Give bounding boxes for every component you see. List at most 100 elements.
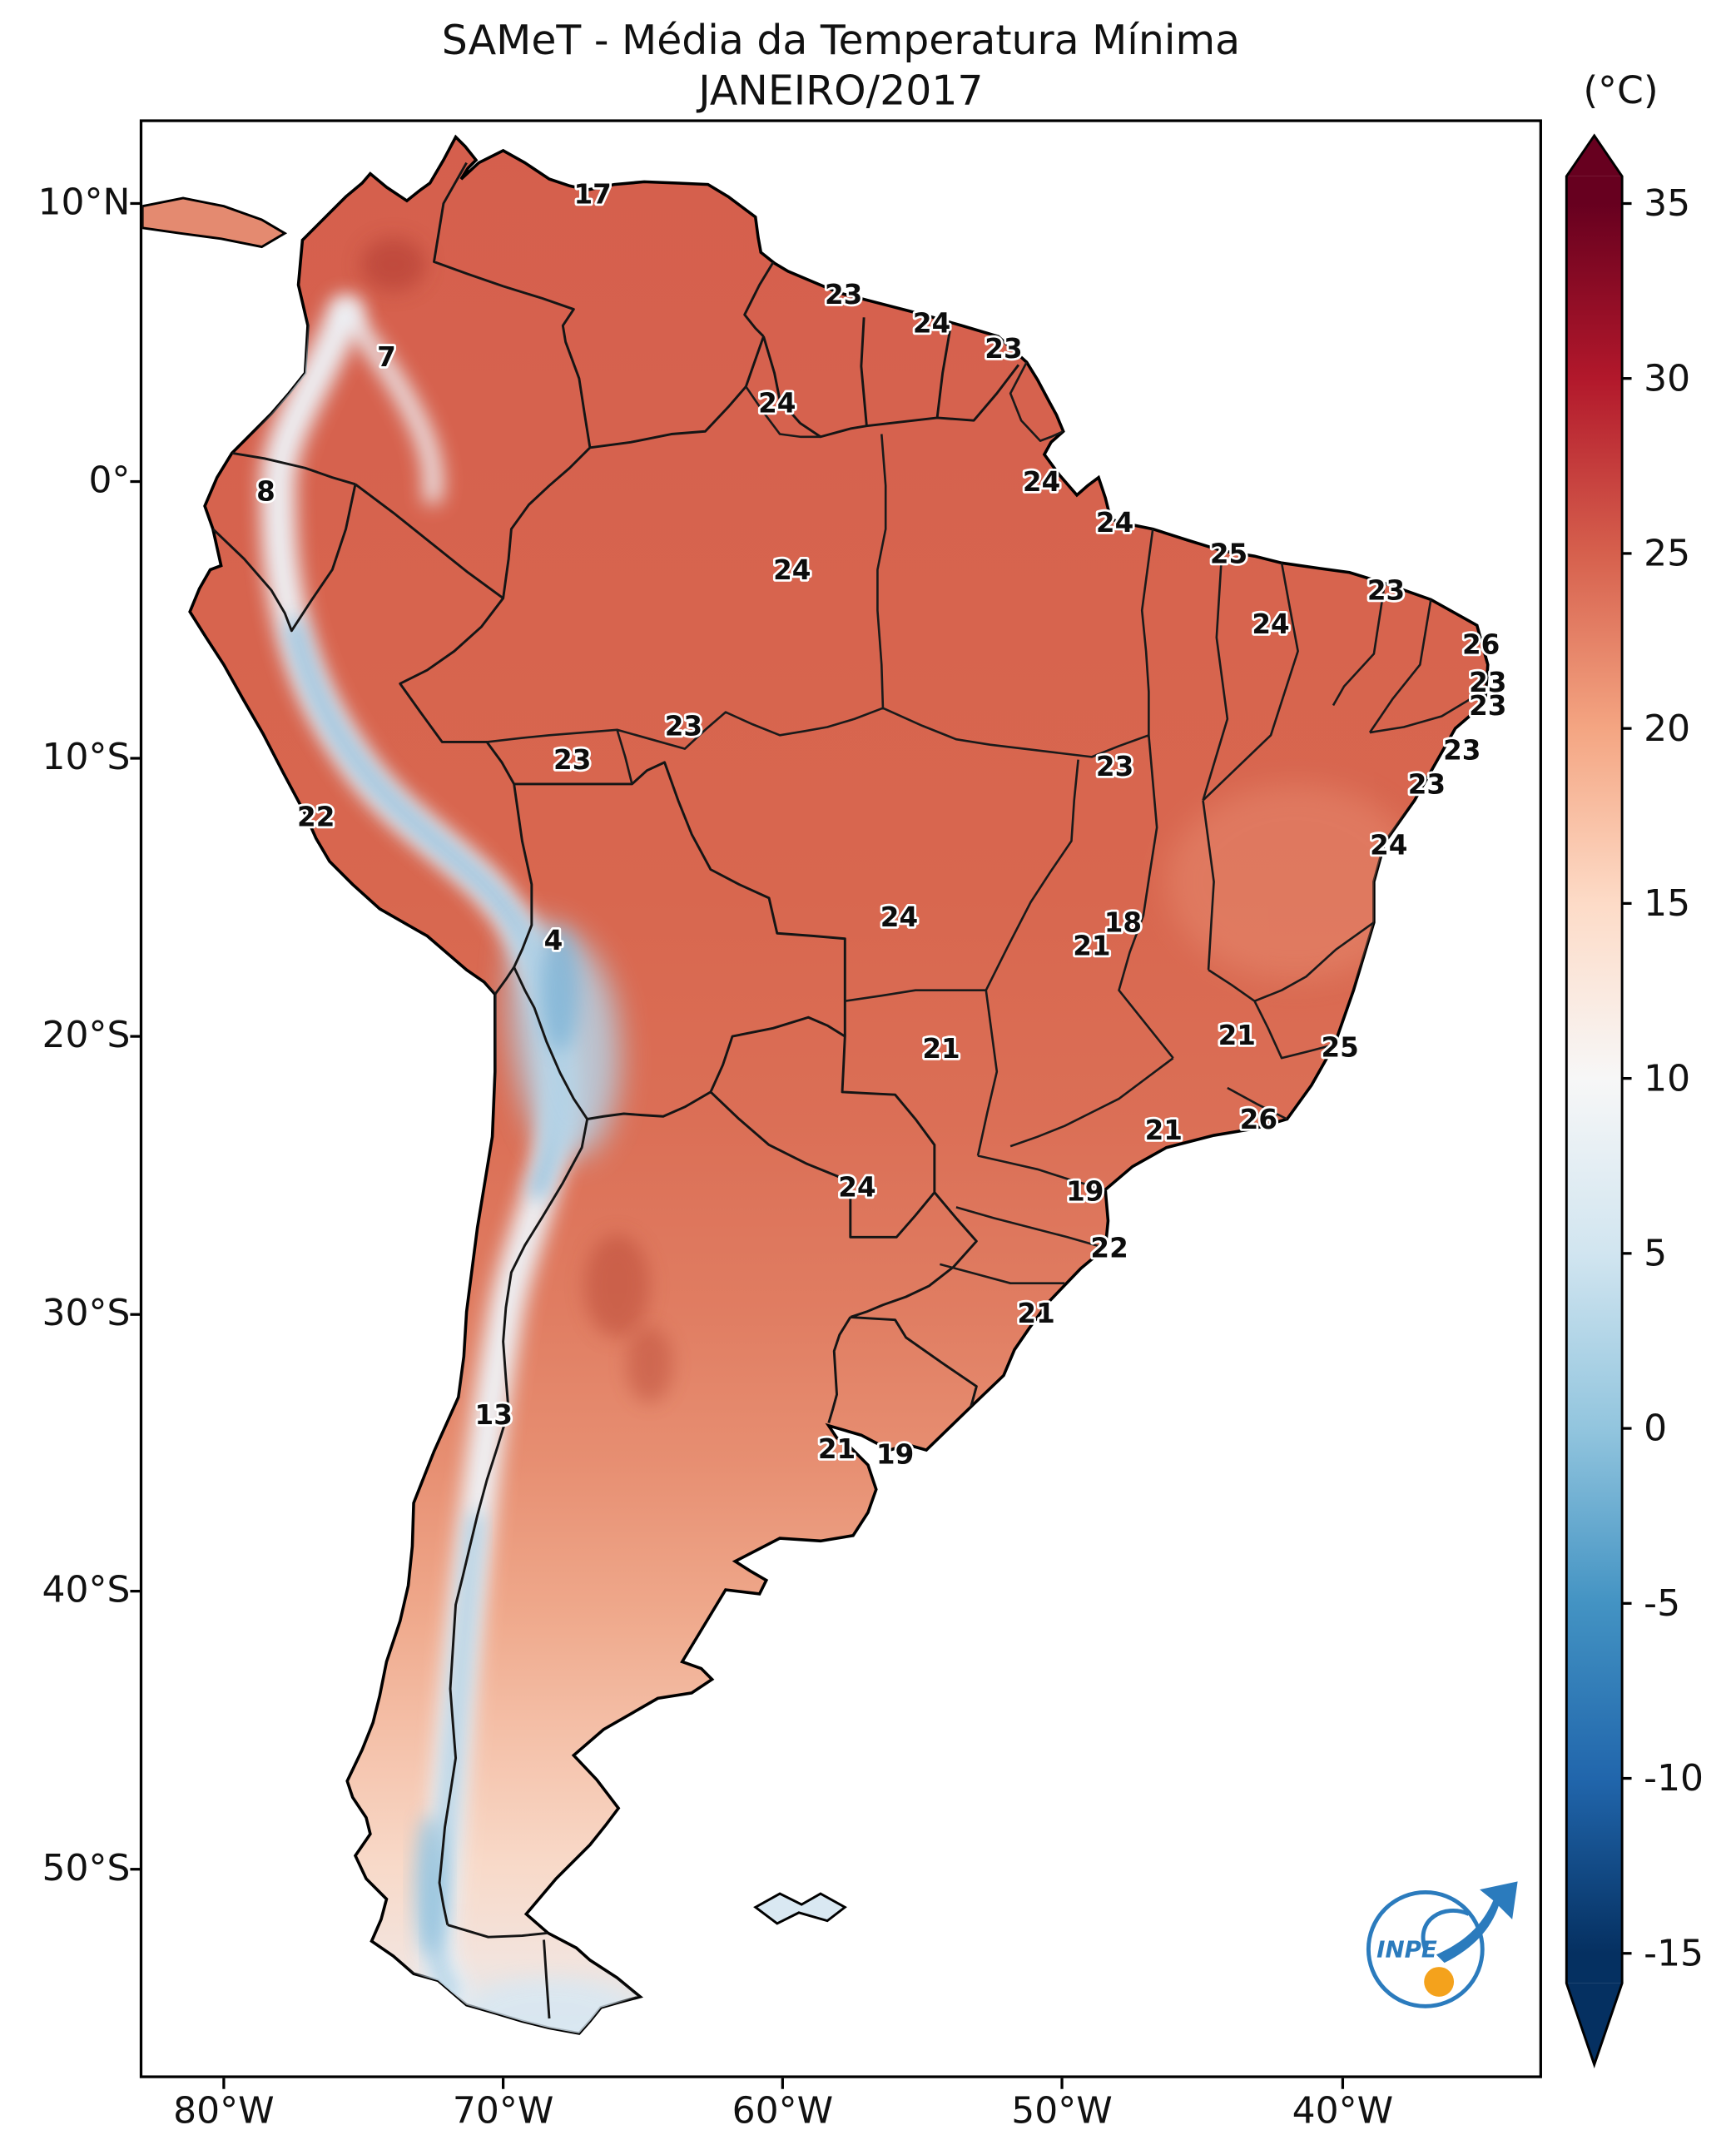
latitude-tick-mark (130, 201, 141, 206)
colorbar-tick-label: -5 (1644, 1582, 1680, 1625)
falkland-islands (753, 1892, 847, 1925)
temperature-label: 26 (1240, 1104, 1277, 1135)
latitude-tick-label: 0° (88, 459, 131, 502)
country-borders (211, 161, 1020, 2019)
longitude-tick-mark (222, 2078, 226, 2089)
longitude-tick-label: 60°W (732, 2090, 834, 2130)
temperature-label: 23 (1443, 735, 1481, 767)
longitude-tick-label: 70°W (452, 2090, 554, 2130)
longitude-tick-label: 50°W (1011, 2090, 1113, 2130)
temperature-label: 23 (1408, 768, 1446, 800)
temperature-label: 24 (913, 307, 950, 339)
colorbar-tick-label: -15 (1644, 1932, 1704, 1974)
colorbar-tick-label: 5 (1644, 1233, 1667, 1275)
warm-anomaly-blob (584, 1234, 650, 1338)
temperature-label: 24 (1096, 507, 1133, 539)
latitude-tick-mark (130, 1868, 141, 1871)
colorbar-tick-label: 15 (1644, 882, 1690, 925)
temperature-label: 17 (574, 178, 612, 210)
latitude-tick-label: 20°S (42, 1015, 131, 1057)
figure-title: SAMeT - Média da Temperatura Mínima JANE… (142, 17, 1540, 117)
temperature-field-overlays (211, 161, 1483, 2033)
temperature-label: 23 (985, 333, 1022, 365)
warm-anomaly-blob (626, 1326, 673, 1403)
temperature-label: 21 (922, 1033, 960, 1065)
latitude-tick-label: 40°S (42, 1569, 131, 1612)
latitude-tick-label: 50°S (42, 1847, 131, 1890)
temperature-label: 23 (1096, 751, 1133, 782)
temperature-label: 24 (1252, 608, 1289, 640)
titicaca-cold-core (541, 929, 579, 1052)
colorbar-tick-label: 0 (1644, 1408, 1667, 1450)
latitude-tick-label: 10°N (37, 181, 131, 224)
temperature-label: 21 (1017, 1298, 1054, 1329)
patagonia-icefield-blob (414, 1815, 445, 1957)
latitude-tick-label: 30°S (42, 1293, 131, 1335)
temperature-label: 21 (1218, 1020, 1256, 1051)
colorbar-tick-label: 20 (1644, 708, 1690, 750)
colorbar-unit-label: (°C) (1583, 67, 1659, 113)
panama-landmass (142, 196, 288, 249)
latitude-tick-mark (130, 1035, 141, 1038)
longitude-tick-mark (501, 2078, 505, 2089)
colorbar-ticks: 35 30 25 20 15 10 5 0 -5 -10 -15 (1622, 182, 1704, 1974)
temperature-label: 19 (1066, 1175, 1104, 1207)
map-plot-area: 17 23 24 23 7 24 24 8 24 25 24 23 24 26 23 23 23 23 23 23 23… (139, 119, 1542, 2078)
temperature-label: 7 (377, 341, 396, 373)
colorbar: 35 30 25 20 15 10 5 0 -5 -10 -15 (1565, 133, 1704, 2068)
latitude-tick-label: 10°S (42, 736, 131, 779)
temperature-label: 23 (1469, 667, 1506, 698)
temperature-label: 24 (773, 554, 811, 586)
longitude-tick-label: 40°W (1292, 2090, 1394, 2130)
inpe-logo-text: INPE (1376, 1936, 1437, 1964)
title-line-1: SAMeT - Média da Temperatura Mínima (441, 17, 1241, 66)
colorbar-tick-label: 25 (1644, 533, 1690, 575)
temperature-label: 26 (1462, 629, 1500, 661)
colorbar-gradient-bar (1566, 176, 1623, 1984)
longitude-tick-label: 80°W (173, 2090, 275, 2130)
temperature-label: 21 (1145, 1115, 1183, 1146)
temperature-label: 19 (876, 1438, 914, 1470)
temperature-label: 24 (838, 1171, 875, 1203)
longitude-tick-mark (1341, 2078, 1345, 2089)
temperature-label: 21 (1073, 930, 1110, 961)
temperature-label: 25 (1321, 1032, 1358, 1064)
temperature-label: 24 (1370, 830, 1407, 861)
title-line-2: JANEIRO/2017 (698, 67, 984, 116)
temperature-label: 23 (665, 710, 702, 742)
colorbar-tick-label: 30 (1644, 357, 1690, 400)
temperature-label: 13 (475, 1399, 513, 1431)
temperature-label: 21 (818, 1433, 856, 1465)
temperature-label: 23 (1469, 690, 1506, 722)
inpe-logo-swirl (1421, 1909, 1470, 1950)
latitude-tick-mark (130, 757, 141, 760)
inpe-logo-circle (1366, 1889, 1485, 2008)
temperature-label: 18 (1104, 907, 1142, 939)
temperature-label: 24 (758, 387, 796, 419)
state-borders (486, 361, 1483, 1284)
inpe-logo: INPE (1366, 1881, 1518, 2008)
temperature-label: 23 (825, 279, 862, 310)
latitude-tick-mark (130, 1590, 141, 1593)
latitude-tick-mark (130, 479, 141, 484)
colorbar-tick-label: -10 (1644, 1757, 1704, 1800)
temperature-label: 25 (1210, 538, 1247, 569)
warm-anomaly-blob (360, 237, 426, 292)
lighter-interior-blob (1166, 783, 1425, 980)
temperature-label: 23 (1367, 574, 1405, 606)
temperature-label: 8 (256, 475, 275, 507)
temperature-label: 24 (1023, 466, 1060, 498)
colorbar-bottom-arrow (1566, 1983, 1623, 2065)
south-america-landmass (188, 134, 1490, 2035)
colorbar-outline (1565, 133, 1624, 2068)
temperature-label: 23 (553, 744, 591, 776)
inpe-logo-orange-dot (1424, 1967, 1455, 1997)
longitude-tick-mark (1060, 2078, 1064, 2089)
temperature-label: 24 (880, 901, 918, 933)
temperature-label: 22 (297, 801, 335, 832)
inpe-logo-arrow (1436, 1881, 1518, 1964)
longitude-tick-mark (781, 2078, 784, 2089)
